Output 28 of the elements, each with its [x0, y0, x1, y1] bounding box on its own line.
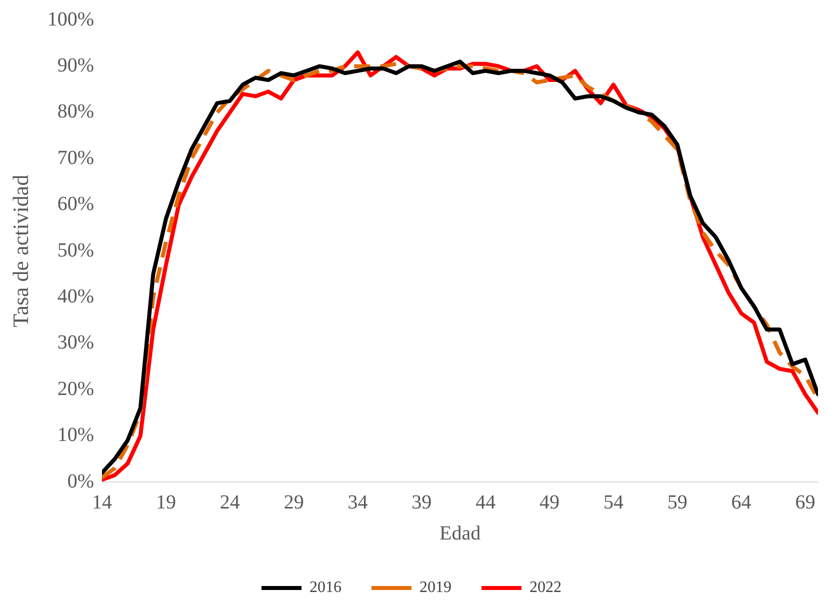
x-tick-label: 54 — [603, 491, 624, 514]
x-tick-label: 59 — [667, 491, 688, 514]
y-tick-label: 40% — [57, 285, 94, 308]
legend-label: 2019 — [420, 579, 452, 596]
y-tick-label: 90% — [57, 54, 94, 76]
x-axis-title: Edad — [439, 522, 481, 544]
y-tick-label: 60% — [57, 193, 94, 216]
y-tick-label: 0% — [67, 470, 94, 492]
x-tick-label: 14 — [92, 491, 112, 514]
x-tick-label: 69 — [795, 491, 816, 514]
x-tick-label: 39 — [412, 491, 432, 514]
y-axis-title: Tasa de actividad — [8, 174, 33, 328]
y-tick-label: 70% — [57, 146, 94, 169]
x-tick-label: 29 — [284, 491, 304, 514]
y-tick-label: 100% — [47, 8, 94, 30]
x-tick-label: 64 — [731, 491, 752, 514]
legend-label: 2016 — [310, 579, 342, 596]
y-tick-label: 10% — [57, 424, 94, 446]
x-tick-label: 34 — [348, 491, 368, 514]
y-tick-label: 20% — [57, 378, 94, 400]
x-tick-label: 49 — [540, 491, 560, 514]
legend-label: 2022 — [530, 579, 562, 596]
y-tick-label: 80% — [57, 100, 94, 123]
x-tick-label: 19 — [156, 491, 176, 514]
y-tick-label: 30% — [57, 332, 94, 354]
y-tick-label: 50% — [57, 239, 94, 262]
x-tick-label: 24 — [220, 491, 240, 514]
x-tick-label: 44 — [476, 491, 496, 514]
